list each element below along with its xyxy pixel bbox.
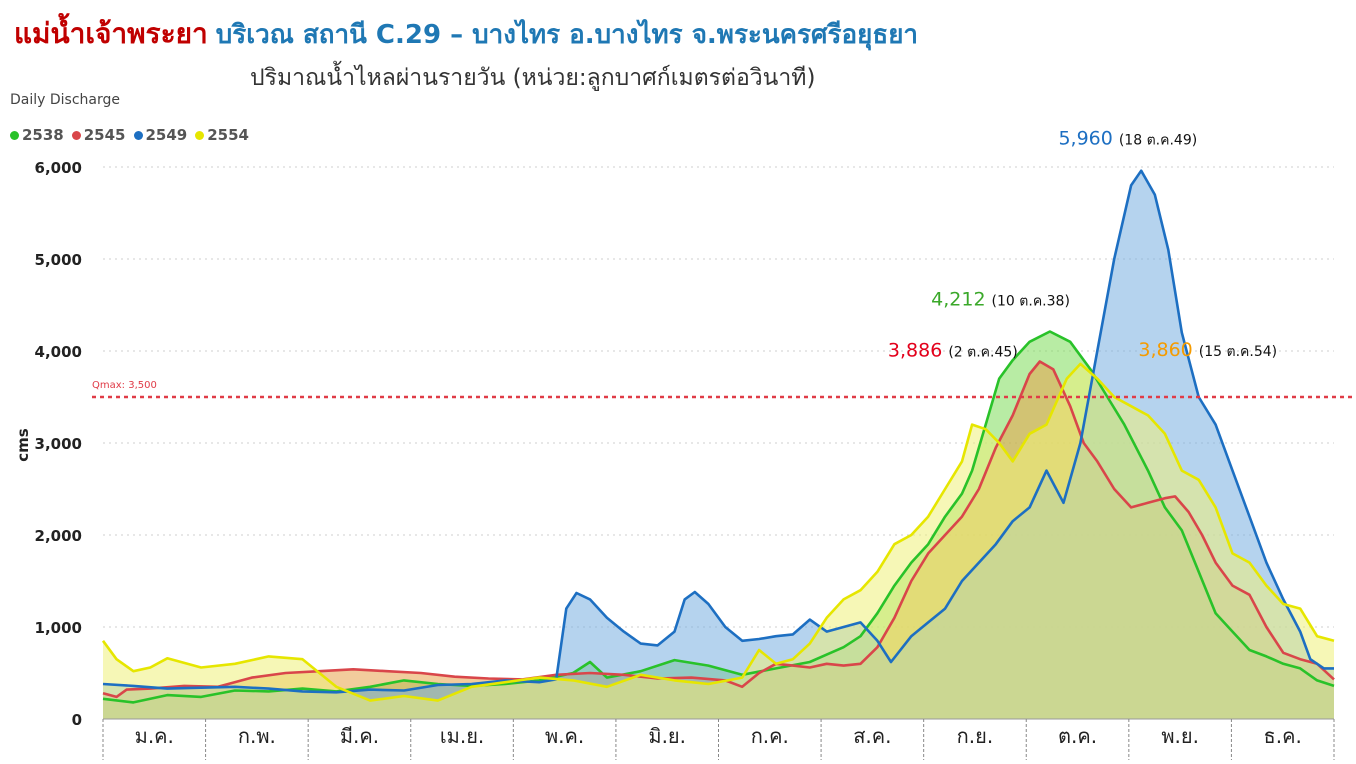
x-tick-label-3: มี.ค. [340,724,379,748]
peak-date-2545: (2 ต.ค.45) [948,344,1017,360]
peak-value-2545: 3,886 [888,339,942,361]
y-tick-label-4000: 4,000 [35,343,82,361]
x-tick-label-2: ก.พ. [238,724,276,748]
peak-date-2554: (15 ต.ค.54) [1199,344,1277,360]
y-tick-label-5000: 5,000 [35,251,82,269]
y-tick-label-3000: 3,000 [35,435,82,453]
chart-subtitle: ปริมาณน้ำไหลผ่านรายวัน (หน่วย:ลูกบาศก์เม… [250,65,816,91]
series-line-2549[interactable] [102,169,1334,694]
peak-value-2538: 4,212 [931,288,985,310]
x-tick-label-10: ต.ค. [1058,724,1097,748]
x-tick-label-6: มิ.ย. [648,724,686,748]
peak-value-2554: 3,860 [1138,339,1192,361]
legend-item-2549[interactable]: 2549 [133,126,188,144]
peak-annotation-2538: 4,212 (10 ต.ค.38) [931,288,1070,310]
chart-name: Daily Discharge [10,92,120,108]
series-line-2554[interactable] [101,362,1335,702]
peak-value-2549: 5,960 [1058,128,1112,150]
chart-title: แม่น้ำเจ้าพระยา [14,17,208,50]
x-tick-label-12: ธ.ค. [1264,724,1302,748]
legend-item-2545[interactable]: 2545 [71,126,126,144]
x-tick-label-7: ก.ค. [751,724,789,748]
legend-item-2554[interactable]: 2554 [195,126,249,144]
threshold-label: Qmax: 3,500 [92,380,157,391]
y-tick-label-0: 0 [72,711,82,729]
y-tick-label-6000: 6,000 [35,159,82,177]
legend-marker-2545 [71,130,81,140]
x-tick-label-11: พ.ย. [1161,724,1199,748]
x-tick-label-4: เม.ย. [440,724,484,748]
peak-annotation-2554: 3,860 (15 ต.ค.54) [1138,339,1277,361]
y-tick-label-2000: 2,000 [35,527,82,545]
legend-label-2549: 2549 [145,126,188,144]
series-area-2554 [103,363,1334,719]
legend-marker-2554 [195,130,205,140]
legend-label-2545: 2545 [83,126,126,144]
legend-label-2554: 2554 [207,126,249,144]
peak-annotation-2549: 5,960 (18 ต.ค.49) [1058,128,1197,150]
x-tick-label-1: ม.ค. [135,724,174,748]
legend-label-2538: 2538 [22,126,64,144]
chart-title-line: แม่น้ำเจ้าพระยา บริเวณ สถานี C.29 – บางไท… [14,12,918,56]
x-tick-label-5: พ.ค. [545,724,584,748]
x-tick-label-9: ก.ย. [957,724,994,748]
series-line-2545[interactable] [102,360,1335,699]
peak-annotation-2545: 3,886 (2 ต.ค.45) [888,339,1018,361]
peak-date-2538: (10 ต.ค.38) [992,293,1070,309]
chart-title-location: บริเวณ สถานี C.29 – บางไทร อ.บางไทร จ.พร… [215,20,919,50]
legend: 2538 2545 2549 2554 [10,126,249,144]
series-line-2538[interactable] [102,330,1335,704]
legend-marker-2538 [10,130,19,140]
peak-date-2549: (18 ต.ค.49) [1119,133,1197,149]
y-axis-title: cms [14,428,32,462]
legend-marker-2549 [133,130,143,140]
legend-item-2538[interactable]: 2538 [10,126,64,144]
y-tick-label-1000: 1,000 [35,619,82,637]
x-tick-label-8: ส.ค. [853,724,891,748]
